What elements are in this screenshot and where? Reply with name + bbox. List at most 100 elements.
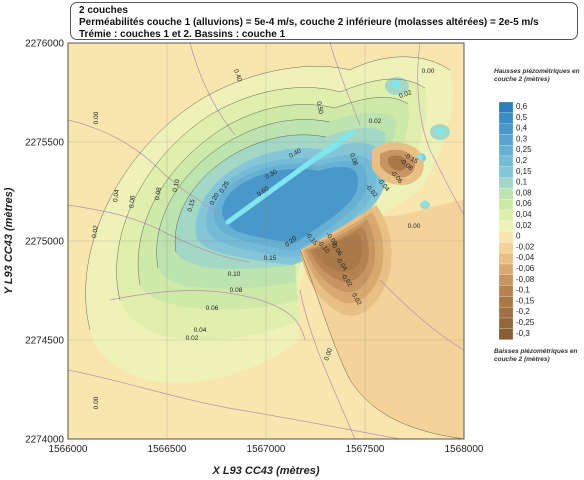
- legend-swatch: [498, 307, 514, 319]
- contour-label: 0.10: [172, 178, 182, 192]
- legend-title-bottom: Baisses piézométriques en couche 2 (mètr…: [494, 348, 578, 363]
- road-lines: [68, 43, 464, 439]
- contour-label: 0.00: [408, 223, 421, 230]
- legend-swatch: [498, 328, 514, 340]
- trench: [225, 129, 355, 225]
- legend-swatch: [498, 112, 514, 124]
- road-9: [379, 279, 464, 351]
- legend-swatch: [498, 231, 514, 243]
- contour-label: 0.00: [93, 111, 100, 124]
- basin-2: [436, 127, 444, 135]
- legend-swatch: [498, 317, 514, 329]
- basin-3: [417, 154, 423, 160]
- road-5: [329, 43, 361, 126]
- contour-label: 0.02: [398, 89, 413, 100]
- road-4: [189, 43, 236, 136]
- legend-swatch: [498, 145, 514, 157]
- band-neg-015: [314, 232, 363, 272]
- contour-label: 0.40: [232, 68, 243, 83]
- band-030: [222, 166, 359, 243]
- legend-label: -0,06: [516, 264, 535, 273]
- contour-line-006: [137, 97, 409, 286]
- legend-swatch: [498, 177, 514, 189]
- road-2: [68, 204, 251, 263]
- legend-swatch: [498, 166, 514, 178]
- plot-frame: [67, 42, 465, 440]
- legend-label: 0,04: [516, 210, 532, 219]
- legend-swatch: [498, 101, 514, 113]
- legend-swatch: [498, 274, 514, 286]
- legend-label: -0,08: [516, 275, 535, 284]
- y-tick-label: 2275000: [25, 237, 64, 248]
- road-6: [417, 43, 464, 216]
- legend-swatch: [498, 123, 514, 135]
- x-tick-label: 1568000: [445, 444, 484, 455]
- legend-label: -0,1: [516, 286, 530, 295]
- contour-line-002: [85, 56, 451, 331]
- contour-line-000: [299, 249, 464, 439]
- y-ticks: 2274000 2274500 2275000 2275500 2276000: [25, 39, 64, 446]
- contour-label: 0.08: [154, 187, 163, 201]
- x-tick-label: 1566500: [148, 444, 187, 455]
- legend-swatch: [498, 242, 514, 254]
- legend-label: 0,2: [516, 156, 528, 165]
- legend-title-top: Hausses piézométriques en couche 2 (mètr…: [494, 68, 580, 83]
- legend-swatch: [498, 285, 514, 297]
- legend-swatch: [498, 296, 514, 308]
- contour-label: 0.06: [128, 195, 136, 209]
- contour-line-010: [174, 134, 327, 253]
- legend-swatch: [498, 220, 514, 232]
- legend-label: 0,3: [516, 134, 528, 143]
- road-8: [68, 369, 401, 439]
- contour-label: 0.04: [112, 189, 121, 203]
- road-7: [299, 289, 356, 439]
- basin-4: [422, 200, 428, 206]
- contour-label: 0.00: [323, 347, 334, 362]
- contour-label: 0.15: [186, 198, 196, 212]
- contour-label: 0.02: [91, 225, 100, 239]
- road-3: [109, 290, 306, 341]
- legend-swatch: [498, 134, 514, 146]
- legend-label: -0,02: [516, 242, 535, 251]
- legend-label: 0,6: [516, 102, 528, 111]
- header-line-3: Trémie : couches 1 et 2. Bassins : couch…: [79, 29, 286, 40]
- contour-label: 0.50: [315, 101, 324, 115]
- legend-swatch: [498, 199, 514, 211]
- legend-label: 0,4: [516, 124, 528, 133]
- y-tick-label: 2276000: [25, 39, 64, 50]
- legend-label: 0,5: [516, 113, 528, 122]
- legend-label: -0,2: [516, 307, 530, 316]
- legend-swatch: [498, 263, 514, 275]
- legend: 0,6 0,5 0,40,3 0,25 0,2 0,15 0,10,08 0,06 0,04 0,…: [498, 101, 535, 340]
- legend-label: 0: [516, 232, 521, 241]
- contour-label: 0.06: [348, 152, 359, 167]
- contour-label: 0.10: [228, 271, 241, 278]
- header-line-1: 2 couches: [79, 5, 128, 16]
- road-1: [68, 119, 221, 216]
- contour-line-004: [116, 78, 426, 301]
- legend-label: 0,06: [516, 199, 532, 208]
- legend-label: 0,02: [516, 221, 532, 230]
- y-axis-title: Y L93 CC43 (mètres): [3, 187, 15, 294]
- y-tick-label: 2274000: [25, 435, 64, 446]
- legend-swatch: [498, 188, 514, 200]
- trench-east: [294, 142, 342, 174]
- legend-label: -0,3: [516, 329, 530, 338]
- contour-label: 0.06: [206, 305, 219, 312]
- contour-label: 0.02: [369, 118, 382, 125]
- contour-label: 0.08: [230, 287, 243, 294]
- legend-label: 0,25: [516, 145, 532, 154]
- header-line-2: Perméabilités couche 1 (alluvions) = 5e-…: [79, 17, 539, 28]
- y-tick-label: 2275500: [25, 138, 64, 149]
- x-tick-label: 1566000: [49, 444, 88, 455]
- contour-label: 0.04: [194, 327, 207, 334]
- legend-swatch: [498, 209, 514, 221]
- contour-label: 0.15: [264, 255, 277, 262]
- x-tick-label: 1567500: [346, 444, 385, 455]
- legend-swatch: [498, 155, 514, 167]
- basin-1: [392, 80, 400, 88]
- y-tick-label: 2274500: [25, 336, 64, 347]
- legend-label: 0,15: [516, 167, 532, 176]
- legend-swatch: [498, 253, 514, 265]
